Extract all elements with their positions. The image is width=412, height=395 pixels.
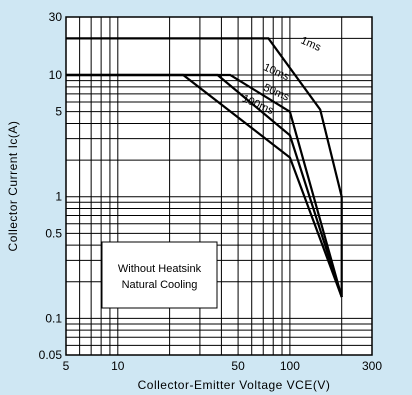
- annotation-box: Without Heatsink Natural Cooling: [101, 241, 218, 309]
- y-tick-label: 5: [55, 105, 62, 119]
- y-tick-labels: 0.05 0.1 0.5 1 5 10 30: [39, 10, 63, 362]
- y-axis-label: Collector Current Ic(A): [6, 121, 20, 252]
- annotation-line-2: Natural Cooling: [122, 279, 198, 291]
- plot-frame: [65, 16, 373, 356]
- grid: [66, 17, 372, 355]
- y-tick-label: 0.05: [39, 348, 63, 362]
- y-tick-label: 30: [49, 10, 63, 24]
- annotation-line-1: Without Heatsink: [118, 263, 202, 275]
- y-tick-label: 0.1: [45, 311, 62, 325]
- curves: [66, 37, 343, 298]
- series-line-1ms: [66, 37, 343, 297]
- series-line-100ms: [66, 73, 343, 298]
- x-tick-label: 100: [280, 359, 300, 373]
- x-tick-labels: 5 10 50 100 300: [63, 359, 383, 373]
- y-tick-label: 1: [55, 190, 62, 204]
- x-axis-label: Collector-Emitter Voltage VCE(V): [138, 378, 331, 392]
- x-tick-label: 300: [362, 359, 382, 373]
- y-tick-label: 0.5: [45, 226, 62, 240]
- y-tick-label: 10: [49, 68, 63, 82]
- annotation-frame: [101, 241, 218, 309]
- x-tick-label: 10: [111, 359, 125, 373]
- x-tick-label: 5: [63, 359, 70, 373]
- x-tick-label: 50: [231, 359, 245, 373]
